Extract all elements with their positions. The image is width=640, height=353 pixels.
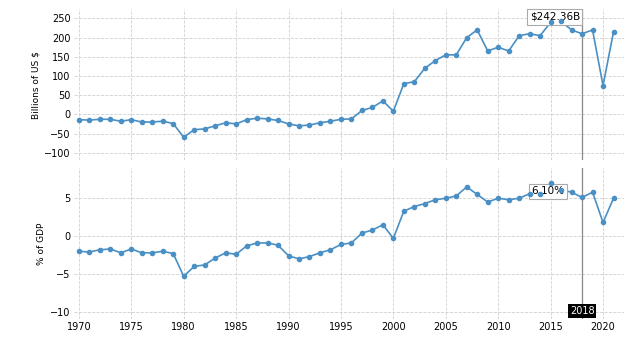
Y-axis label: % of GDP: % of GDP (37, 222, 46, 265)
Y-axis label: Billions of US $: Billions of US $ (31, 50, 40, 119)
Text: 6.10%: 6.10% (532, 186, 564, 197)
Text: 2018: 2018 (570, 306, 595, 316)
Text: $242.36B: $242.36B (530, 12, 580, 22)
